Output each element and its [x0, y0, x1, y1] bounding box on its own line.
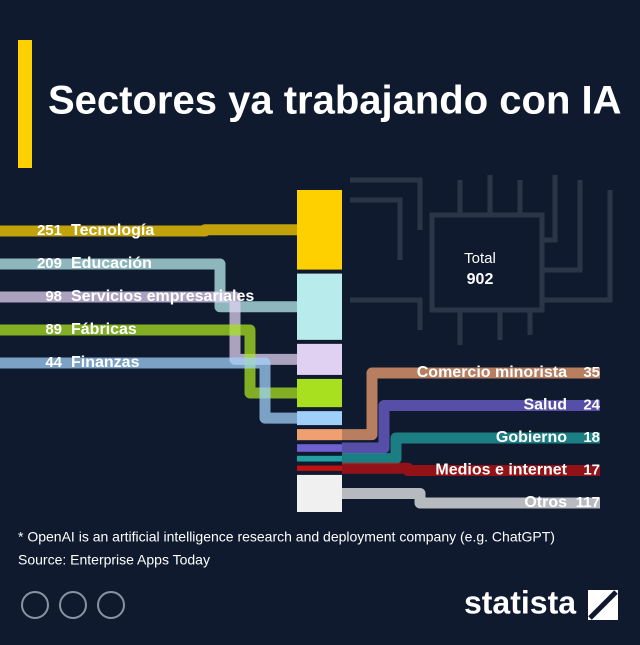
category-label: Finanzas: [71, 354, 140, 371]
connector: [342, 400, 600, 454]
bar-segment: [297, 273, 342, 340]
category-label: Servicios empresariales: [71, 288, 254, 305]
license-icons: [21, 591, 125, 619]
category-label: Gobierno: [496, 429, 567, 446]
brand-logo-mark: [588, 590, 618, 620]
total-value: 902: [467, 271, 494, 288]
category-label: Educación: [71, 255, 152, 272]
bar-segment: [297, 190, 342, 270]
connectors: [0, 224, 600, 509]
total-label: Total: [464, 250, 496, 267]
connector: [342, 462, 600, 476]
value-label: 251: [37, 222, 62, 239]
bar-segment: [297, 444, 342, 452]
bar-segment: [297, 411, 342, 426]
value-label: 17: [583, 461, 600, 478]
category-label: Tecnología: [71, 222, 154, 239]
category-label: Fábricas: [71, 321, 137, 338]
value-label: 117: [576, 494, 600, 511]
value-label: 24: [583, 396, 600, 413]
bar-segment: [297, 378, 342, 408]
brand: statista: [464, 584, 576, 620]
category-label: Otros: [524, 494, 567, 511]
source: Source: Enterprise Apps Today: [18, 552, 210, 568]
value-label: 89: [45, 321, 62, 338]
bars: [297, 190, 342, 512]
value-label: 44: [45, 354, 62, 371]
value-label: 98: [45, 288, 62, 305]
bar-segment: [297, 474, 342, 512]
connector: [342, 487, 600, 509]
chart-title: Sectores ya trabajando con IA: [48, 79, 622, 123]
value-label: 18: [583, 429, 600, 446]
bar-segment: [297, 429, 342, 441]
connector: [342, 367, 600, 441]
bar-segment: [297, 343, 342, 375]
value-label: 35: [583, 364, 600, 381]
bar-segment: [297, 455, 342, 462]
bar-segment: [297, 465, 342, 471]
connector: [0, 357, 297, 424]
connector: [342, 432, 600, 465]
category-label: Medios e internet: [435, 462, 567, 479]
connector: [0, 224, 297, 237]
value-label: 209: [37, 255, 62, 272]
connector: [0, 258, 297, 313]
footnote: * OpenAI is an artificial intelligence r…: [18, 529, 555, 545]
chip-decoration: [350, 175, 613, 345]
labels: 251 Tecnología 209 Educación 98 Servicios emp…: [37, 222, 601, 511]
category-label: Salud: [523, 397, 567, 414]
category-label: Comercio minorista: [417, 364, 567, 381]
title-accent: [18, 40, 32, 168]
